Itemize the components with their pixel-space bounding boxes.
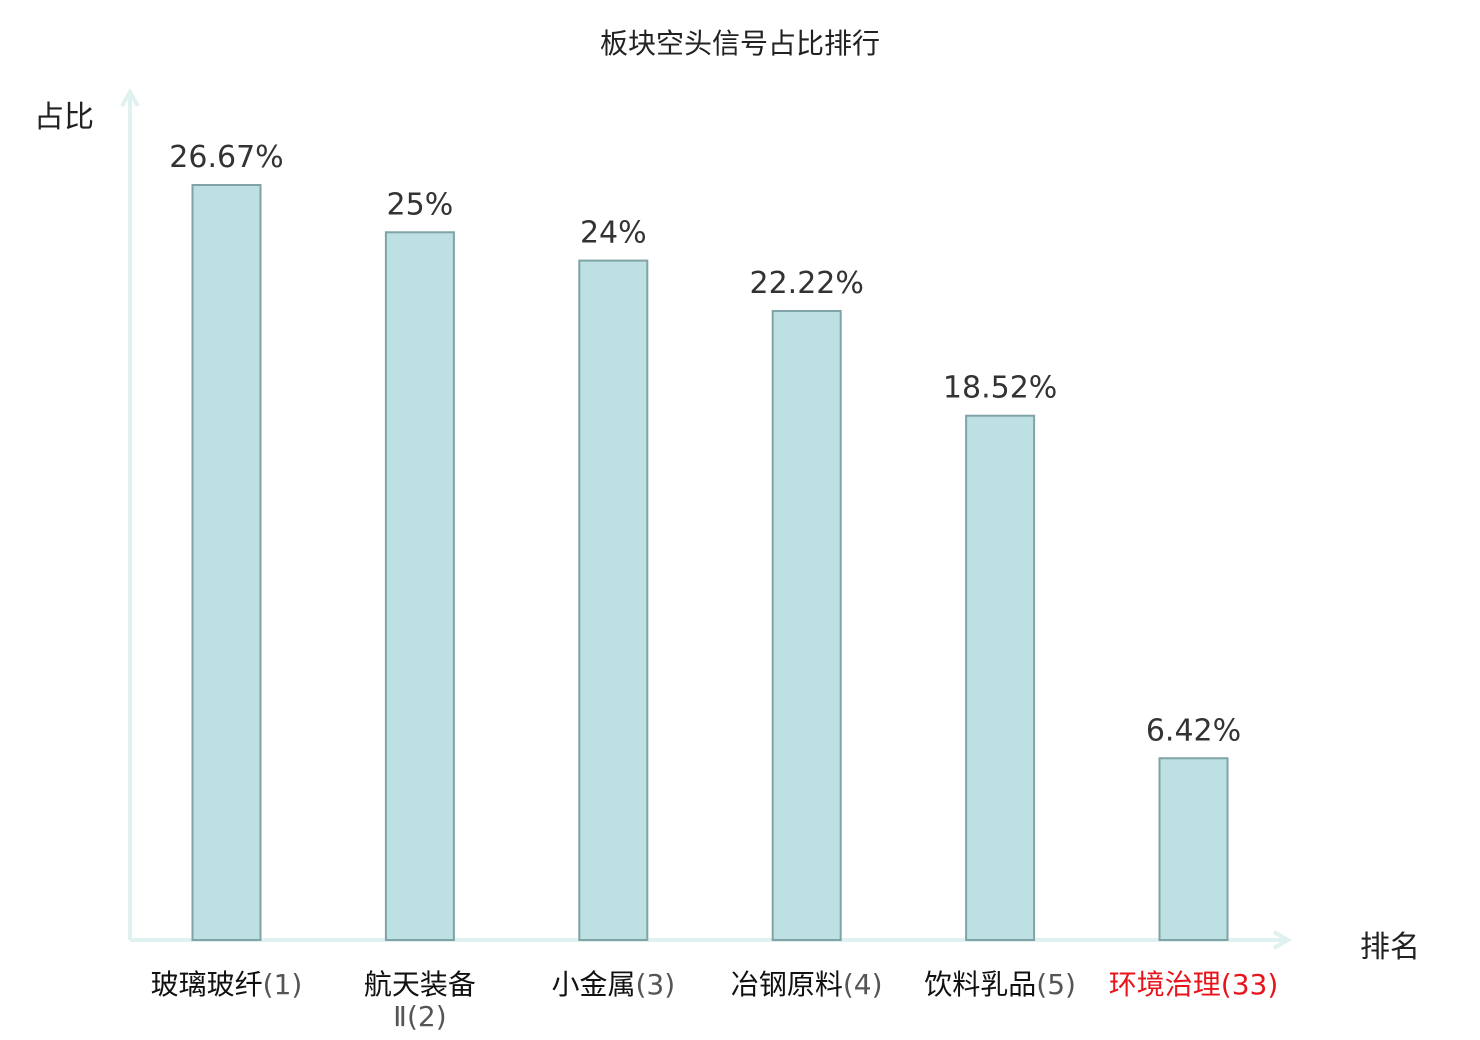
category-label: 小金属(3)	[551, 968, 675, 1001]
category-rank: (4)	[843, 968, 883, 1001]
category-name: 饮料乳品	[924, 968, 1036, 1001]
category-rank: (2)	[407, 1000, 447, 1033]
bar-value-label: 25%	[387, 187, 454, 222]
chart-title: 板块空头信号占比排行	[599, 27, 880, 60]
y-axis-arrow	[120, 87, 140, 107]
bar-value-label: 26.67%	[169, 140, 283, 175]
category-label: Ⅱ(2)	[393, 1000, 446, 1033]
category-rank: (5)	[1036, 968, 1076, 1001]
bar	[1158, 757, 1229, 941]
bar-value-label: 24%	[580, 216, 647, 251]
category-name: 航天装备	[364, 968, 476, 1001]
category-label: 玻璃玻纤(1)	[151, 968, 303, 1001]
bar	[191, 184, 262, 941]
bar	[578, 259, 649, 942]
x-axis-arrow	[1273, 930, 1293, 950]
category-name: 玻璃玻纤	[151, 968, 263, 1001]
category-label: 航天装备	[364, 968, 476, 1001]
category-rank: (1)	[263, 968, 303, 1001]
category-rank: (33)	[1221, 968, 1278, 1001]
bars	[191, 184, 1229, 942]
bar-value-label: 22.22%	[750, 266, 864, 301]
category-label: 饮料乳品(5)	[924, 968, 1076, 1001]
category-name: 小金属	[551, 968, 635, 1001]
category-rank: (3)	[635, 968, 675, 1001]
bar-value-label: 6.42%	[1146, 713, 1241, 748]
bar	[965, 414, 1036, 942]
category-name: 冶钢原料	[731, 968, 843, 1001]
value-labels: 26.67% 25% 24% 22.22% 18.52% 6.42%	[169, 140, 1241, 748]
axes	[120, 87, 1293, 950]
x-axis-label: 排名	[1360, 930, 1420, 965]
category-name: 环境治理	[1109, 968, 1221, 1001]
bar	[771, 309, 842, 942]
y-axis-label: 占比	[34, 100, 94, 135]
category-name: Ⅱ	[393, 1000, 407, 1033]
category-label: 冶钢原料(4)	[731, 968, 883, 1001]
bar	[384, 231, 455, 942]
category-label: 环境治理(33)	[1109, 968, 1279, 1001]
bar-value-label: 18.52%	[943, 371, 1057, 406]
